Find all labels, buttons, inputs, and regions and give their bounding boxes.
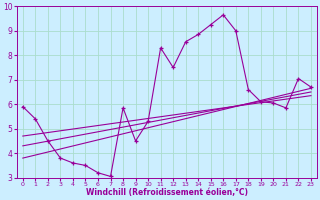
X-axis label: Windchill (Refroidissement éolien,°C): Windchill (Refroidissement éolien,°C) xyxy=(86,188,248,197)
